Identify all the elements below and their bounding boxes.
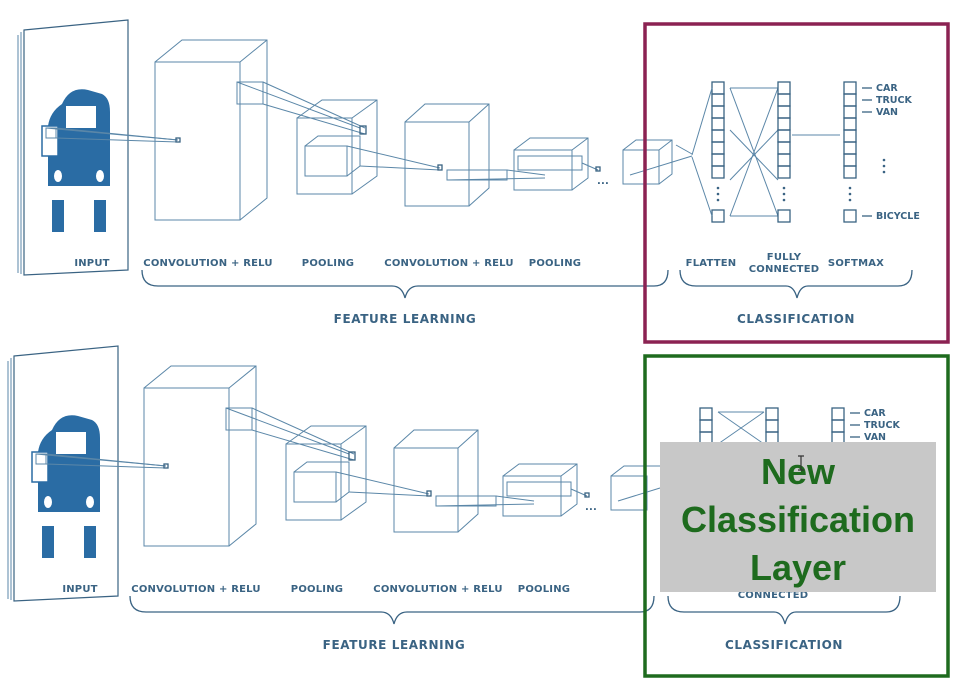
label-pool2-bottom: POOLING [518, 584, 570, 595]
text-cursor-icon [798, 455, 804, 471]
fully-connected-column [777, 81, 791, 223]
softmax-column [843, 81, 857, 223]
last-volume-top [622, 139, 693, 185]
conv2-volume-top [404, 103, 546, 207]
classification-highlight-bottom [643, 354, 950, 678]
pool1-volume-bottom [285, 425, 432, 521]
top-diagram: ... [17, 19, 950, 344]
label-flatten: FLATTEN [686, 258, 737, 269]
pool1-volume-top [296, 99, 443, 195]
classification-brace-top [679, 269, 913, 299]
label-input-bottom: INPUT [62, 584, 97, 595]
output-truck-bottom: TRUCK [864, 420, 900, 431]
classification-highlight-top [643, 22, 950, 344]
flatten-column [711, 81, 725, 223]
conv2-volume-bottom [393, 429, 535, 533]
section-feature-learning-bottom: FEATURE LEARNING [323, 638, 466, 652]
conv1-volume-top [154, 39, 367, 221]
output-van-bottom: VAN [864, 432, 886, 443]
label-conv2-bottom: CONVOLUTION + RELU [373, 584, 502, 595]
overlay-line-3: Layer [750, 547, 846, 588]
output-car-bottom: CAR [864, 408, 886, 419]
label-softmax: SOFTMAX [828, 258, 884, 269]
ellipsis-top: ... [597, 176, 609, 187]
label-pool2-top: POOLING [529, 258, 581, 269]
classification-brace-bottom [667, 595, 901, 625]
label-fully: FULLY [767, 252, 802, 263]
label-conv1-bottom: CONVOLUTION + RELU [131, 584, 260, 595]
label-pool1-top: POOLING [302, 258, 354, 269]
overlay-line-1: New [761, 451, 836, 492]
new-classification-layer-overlay: New Classification Layer [660, 442, 936, 592]
output-car: CAR [876, 83, 898, 94]
feature-learning-brace-top [141, 269, 669, 299]
output-bicycle: BICYCLE [876, 211, 920, 222]
output-van: VAN [876, 107, 898, 118]
label-pool1-bottom: POOLING [291, 584, 343, 595]
label-conv2-top: CONVOLUTION + RELU [384, 258, 513, 269]
section-classification-bottom: CLASSIFICATION [725, 638, 843, 652]
pool2-volume-top [513, 137, 601, 191]
label-connected: CONNECTED [749, 264, 820, 275]
bottom-diagram: ... CAR TRUCK VAN I [7, 345, 950, 678]
conv1-volume-bottom [143, 365, 356, 547]
classification-layers-top: CAR TRUCK VAN BICYCLE [691, 81, 920, 223]
fc-connections [729, 87, 779, 217]
pool2-volume-bottom [502, 463, 590, 517]
label-conv1-top: CONVOLUTION + RELU [143, 258, 272, 269]
overlay-line-2: Classification [681, 499, 915, 540]
ellipsis-bottom: ... [585, 502, 597, 513]
label-input-top: INPUT [74, 258, 109, 269]
input-image-bottom [7, 345, 169, 602]
input-image-top [17, 19, 181, 276]
section-feature-learning-top: FEATURE LEARNING [334, 312, 477, 326]
output-truck: TRUCK [876, 95, 912, 106]
output-labels-top: CAR TRUCK VAN BICYCLE [862, 83, 920, 222]
classification-layers-bottom: CAR TRUCK VAN [699, 407, 900, 445]
label-connected-bottom: CONNECTED [738, 590, 809, 601]
overlay-background [660, 442, 936, 592]
feature-learning-brace-bottom [129, 595, 655, 625]
last-volume-bottom [610, 465, 661, 511]
section-classification-top: CLASSIFICATION [737, 312, 855, 326]
